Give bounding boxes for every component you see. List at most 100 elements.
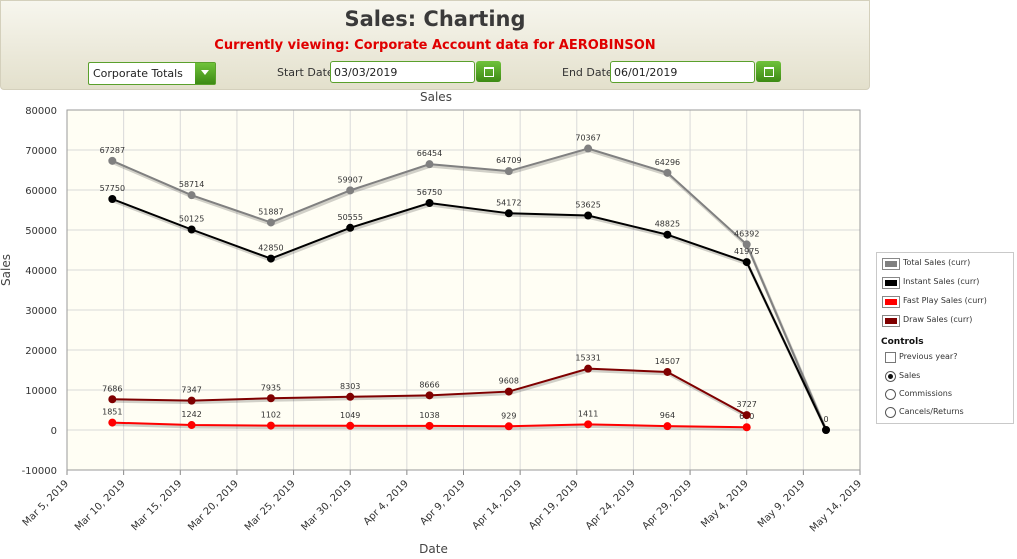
- data-label: 48825: [655, 220, 680, 229]
- legend-swatch: [882, 277, 900, 289]
- end-date-value: 06/01/2019: [614, 66, 678, 79]
- sales-chart: -10000 0 10000 20000 30000 40000 50000 60000 700…: [0, 106, 864, 556]
- data-point: [346, 421, 355, 430]
- swatch-fill: [885, 299, 897, 305]
- y-tick-label: 50000: [25, 226, 57, 237]
- end-date-calendar-button[interactable]: [756, 61, 781, 82]
- data-label: 7686: [102, 384, 122, 393]
- data-point: [187, 396, 196, 405]
- data-point: [584, 420, 593, 429]
- data-point: [266, 394, 275, 403]
- page-header: Sales: Charting Currently viewing: Corpo…: [0, 0, 870, 90]
- data-point: [584, 211, 593, 220]
- radio-label: Commissions: [899, 389, 952, 398]
- data-label: 53625: [575, 201, 600, 210]
- x-tick-label: Mar 15, 2019: [130, 478, 185, 533]
- series-line: [111, 198, 827, 431]
- series-instant-sales-curr: 57750 50125 42850 50555 56750 54172 53625 48825…: [100, 184, 831, 434]
- x-tick-label: Mar 30, 2019: [299, 478, 354, 533]
- data-label: 14507: [655, 357, 680, 366]
- data-point: [663, 422, 672, 431]
- data-point: [663, 168, 672, 177]
- data-point: [822, 426, 831, 434]
- data-label: 67287: [100, 146, 125, 155]
- radio-button[interactable]: [885, 389, 896, 400]
- account-select[interactable]: Corporate Totals: [88, 62, 216, 85]
- chart-title: Sales: [420, 90, 452, 104]
- data-label: 8666: [419, 380, 439, 389]
- data-label: 59907: [337, 175, 362, 184]
- data-label: 58714: [179, 180, 204, 189]
- data-label: 9608: [499, 377, 519, 386]
- data-point: [187, 225, 196, 234]
- data-point: [108, 395, 117, 404]
- radio-label: Cancels/Returns: [899, 407, 964, 416]
- data-point: [742, 258, 751, 267]
- y-tick-label: 30000: [25, 306, 57, 317]
- y-tick-label: 80000: [25, 106, 57, 117]
- data-point: [108, 156, 117, 165]
- series-line: [111, 147, 827, 431]
- start-date-calendar-button[interactable]: [476, 61, 501, 82]
- legend-swatch: [882, 315, 900, 327]
- data-label: 70367: [575, 134, 600, 143]
- radio-button[interactable]: [885, 371, 896, 382]
- x-tick-label: Mar 10, 2019: [73, 478, 128, 533]
- data-label: 1242: [181, 410, 201, 419]
- page-title: Sales: Charting: [344, 7, 526, 31]
- y-tick-label: 20000: [25, 346, 57, 357]
- radio-label: Sales: [899, 371, 921, 380]
- account-select-value: Corporate Totals: [93, 67, 183, 80]
- data-point: [346, 392, 355, 401]
- data-label: 1851: [102, 408, 122, 417]
- data-point: [108, 195, 117, 203]
- data-point: [266, 421, 275, 430]
- data-point: [742, 423, 751, 432]
- x-axis-label: Date: [419, 542, 448, 556]
- data-label: 56750: [417, 188, 442, 197]
- data-label: 8303: [340, 382, 360, 391]
- data-label: 46392: [734, 229, 759, 238]
- start-date-input[interactable]: 03/03/2019: [330, 61, 475, 83]
- legend-label: Total Sales (curr): [903, 258, 971, 267]
- data-point: [663, 230, 672, 239]
- legend-swatch: [882, 258, 900, 270]
- series-draw-sales-curr: 7686 7347 7935 8303 8666 9608 15331 14507 3727: [102, 354, 757, 420]
- data-label: 964: [660, 411, 675, 420]
- data-label: 1411: [578, 409, 598, 418]
- data-point: [504, 167, 513, 176]
- x-tick-label: Mar 25, 2019: [243, 478, 298, 533]
- data-point: [108, 418, 117, 427]
- y-tick-label: 0: [51, 426, 57, 437]
- legend-swatch: [882, 296, 900, 308]
- dropdown-button[interactable]: [195, 63, 215, 84]
- data-label: 15331: [575, 354, 600, 363]
- data-label: 50555: [337, 213, 362, 222]
- swatch-fill: [885, 318, 897, 324]
- data-point: [346, 186, 355, 195]
- controls-heading: Controls: [881, 337, 924, 347]
- data-point: [742, 240, 751, 249]
- legend-label: Draw Sales (curr): [903, 315, 973, 324]
- data-label: 3727: [737, 400, 757, 409]
- data-label: 41975: [734, 247, 759, 256]
- data-label: 66454: [417, 149, 442, 158]
- data-point: [266, 254, 275, 263]
- checkbox-box[interactable]: [885, 352, 896, 363]
- data-label: 1038: [419, 411, 439, 420]
- data-label: 7935: [261, 383, 281, 392]
- x-tick-label: Apr 19, 2019: [527, 478, 581, 532]
- series-total-sales-curr: 67287 58714 51887 59907 66454 64709 70367 64296…: [100, 134, 831, 434]
- start-date-value: 03/03/2019: [334, 66, 398, 79]
- data-point: [425, 421, 434, 430]
- chart-legend: Total Sales (curr) Instant Sales (curr) …: [876, 252, 1014, 424]
- start-date-label: Start Date: [277, 66, 334, 79]
- data-point: [187, 191, 196, 200]
- data-point: [504, 387, 513, 396]
- end-date-input[interactable]: 06/01/2019: [610, 61, 755, 83]
- data-label: 54172: [496, 198, 521, 207]
- x-tick-label: May 14, 2019: [808, 478, 864, 534]
- series-fast-play-sales-curr: 185112421102104910389291411964690: [102, 408, 754, 432]
- radio-button[interactable]: [885, 407, 896, 418]
- x-tick-label: Apr 9, 2019: [418, 478, 467, 527]
